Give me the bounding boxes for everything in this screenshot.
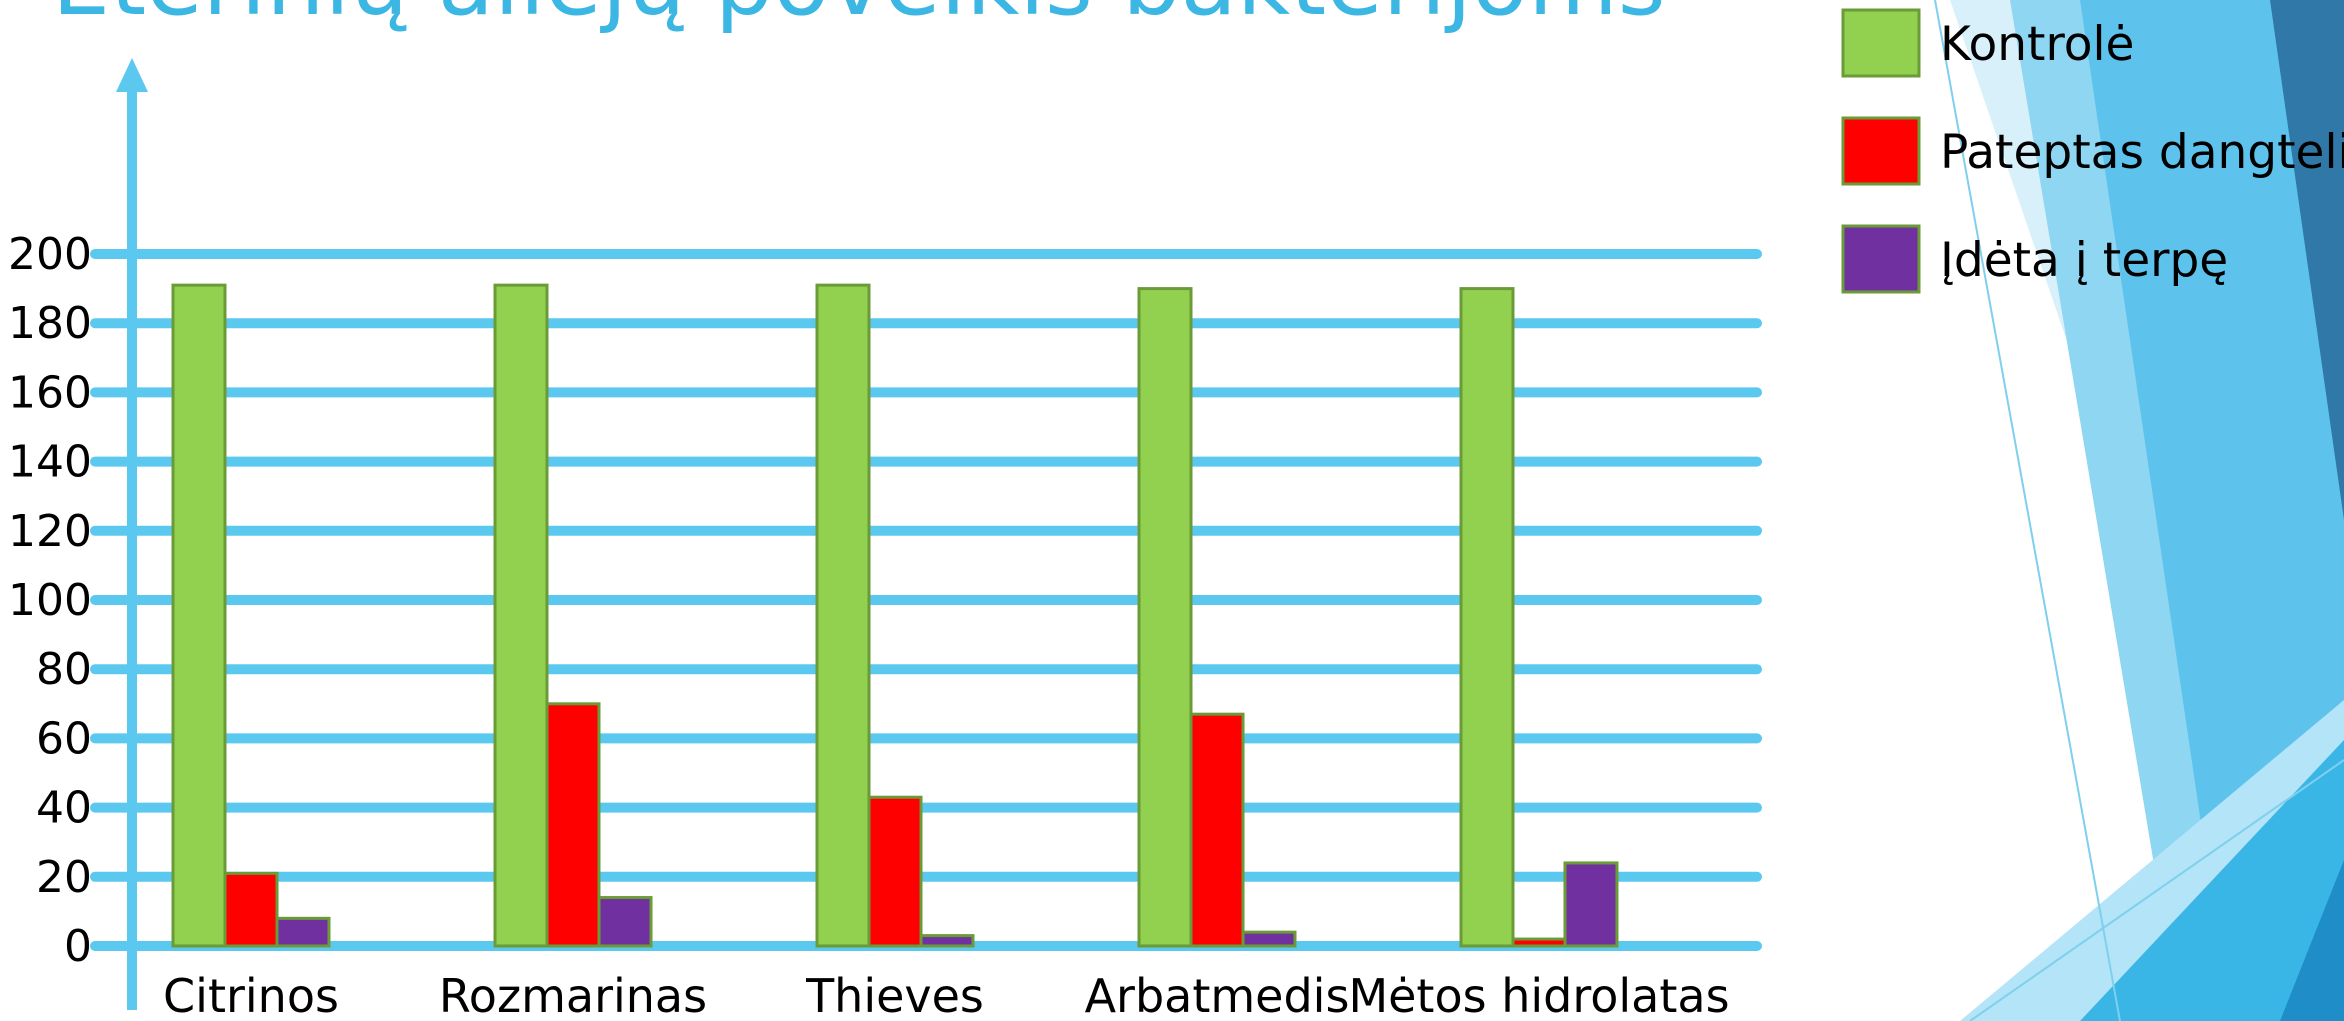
x-tick-label: Arbatmedis [1085,969,1350,1021]
y-tick-label: 60 [36,713,92,764]
y-tick-label: 40 [36,783,92,834]
y-tick-label: 140 [8,437,92,488]
y-tick-label: 160 [8,367,92,418]
chart-title: Eterinių aliejų poveikis bakterijoms [52,0,1666,36]
legend-label: Įdėta į terpę [1940,233,2228,288]
y-tick-label: 0 [64,921,92,972]
plot: 0 20 40 60 80 100 120 140 160 180 200 Citrinos Rozma… [8,229,1762,1021]
x-tick-label: Citrinos [163,969,339,1021]
x-tick-label: Mėtos hidrolatas [1348,969,1729,1021]
bar [1241,930,1297,948]
bar [171,283,227,948]
bar [1511,937,1567,948]
bar [1459,287,1515,948]
bar [1189,712,1245,948]
bar [597,896,653,948]
bar [1563,861,1619,948]
legend-label: Pateptas dangtelis [1940,125,2344,180]
x-tick-label: Thieves [805,969,984,1021]
bar [223,871,279,948]
legend-label: Kontrolė [1940,17,2134,72]
bar [1137,287,1193,948]
bar [493,283,549,948]
legend-swatch [1841,116,1921,186]
bar [545,702,601,948]
bar [867,795,923,948]
legend-swatch [1841,8,1921,78]
legend-swatch [1841,224,1921,294]
y-tick-label: 100 [8,575,92,626]
bar [275,916,331,948]
y-tick-label: 180 [8,298,92,349]
bar [815,283,871,948]
y-tick-label: 200 [8,229,92,280]
y-tick-label: 20 [36,852,92,903]
x-tick-label: Rozmarinas [439,969,707,1021]
y-axis-arrow [116,58,148,92]
decoration [1934,0,2344,1021]
bar [919,934,975,948]
y-tick-label: 80 [36,644,92,695]
y-tick-label: 120 [8,506,92,557]
